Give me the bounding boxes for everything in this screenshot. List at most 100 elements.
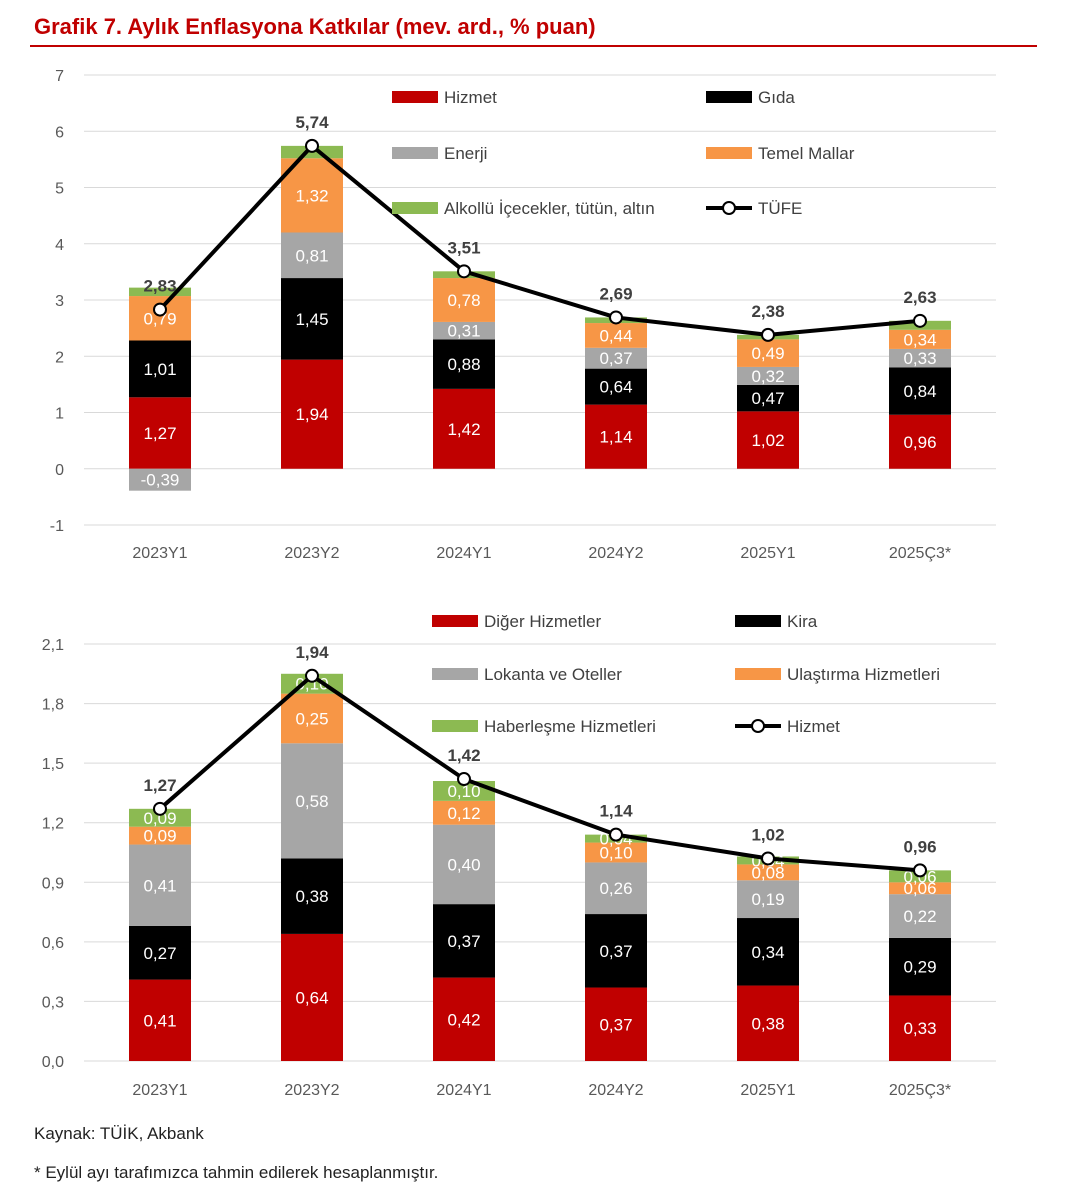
data-label: 1,27	[143, 424, 176, 443]
total-point	[153, 801, 167, 816]
data-label: 1,14	[599, 428, 632, 447]
bar-segment	[889, 348, 951, 368]
bar-segment	[433, 824, 495, 905]
data-label: 0,25	[295, 709, 328, 728]
bar-segment	[737, 864, 799, 881]
bar-segment	[737, 411, 799, 469]
bar-segment	[889, 329, 951, 349]
data-label: 1,45	[295, 310, 328, 329]
total-label: 1,27	[143, 776, 176, 795]
total-label: 1,02	[751, 825, 784, 844]
x-tick-label: 2024Y1	[436, 545, 491, 562]
total-point	[457, 264, 471, 279]
y-tick-label: 0	[55, 462, 64, 479]
total-label: 0,96	[903, 837, 936, 856]
x-tick-label: 2024Y2	[588, 1082, 643, 1099]
bar-segment	[737, 880, 799, 919]
legend-marker	[722, 201, 736, 215]
y-tick-label: 3	[55, 293, 64, 310]
data-label: 0,79	[143, 309, 176, 328]
total-label: 3,51	[447, 238, 480, 257]
bar-segment	[585, 368, 647, 405]
data-label: 0,58	[295, 792, 328, 811]
data-label: 0,06	[903, 879, 936, 898]
legend-label: Alkollü İçecekler, tütün, altın	[444, 199, 655, 218]
x-tick-label: 2023Y1	[132, 545, 187, 562]
bar-segment	[585, 914, 647, 988]
x-tick-label: 2025Ç3*	[889, 545, 951, 562]
bar-segment	[889, 414, 951, 469]
data-label: 0,88	[447, 355, 480, 374]
total-point	[913, 863, 927, 878]
x-tick-label: 2023Y1	[132, 1082, 187, 1099]
y-tick-label: 7	[55, 68, 64, 85]
data-label: 0,64	[599, 378, 632, 397]
bar-segment	[281, 232, 343, 279]
bar-segment	[585, 842, 647, 863]
y-tick-label: 0,6	[42, 935, 64, 952]
data-label: 0,64	[295, 988, 328, 1007]
total-label: 2,38	[751, 302, 784, 321]
total-label: 1,94	[295, 643, 329, 662]
y-tick-label: 1,5	[42, 756, 64, 773]
total-label: 1,14	[599, 802, 633, 821]
data-label: 0,44	[599, 326, 632, 345]
total-point	[305, 668, 319, 683]
x-tick-label: 2024Y2	[588, 545, 643, 562]
legend-label: Lokanta ve Oteller	[484, 665, 622, 684]
bar-segment	[433, 278, 495, 322]
legend-swatch	[706, 147, 752, 159]
y-tick-label: 6	[55, 124, 64, 141]
bar-segment	[585, 347, 647, 369]
data-label: 0,34	[751, 943, 784, 962]
y-tick-label: 0,3	[42, 994, 64, 1011]
x-tick-label: 2023Y2	[284, 1082, 339, 1099]
data-label: 0,40	[447, 855, 480, 874]
total-label: 2,63	[903, 288, 936, 307]
data-label: 0,38	[751, 1014, 784, 1033]
total-point	[609, 827, 623, 842]
y-tick-label: 2	[55, 349, 64, 366]
data-label: 0,26	[599, 879, 632, 898]
data-label: 0,37	[447, 932, 480, 951]
y-tick-label: 1	[55, 406, 64, 423]
legend-label: Ulaştırma Hizmetleri	[787, 665, 940, 684]
y-tick-label: 0,0	[42, 1054, 64, 1071]
bar-segment	[737, 384, 799, 412]
y-tick-label: -1	[50, 518, 64, 535]
bar-segment	[281, 743, 343, 859]
bar-segment	[433, 977, 495, 1061]
bar-segment	[281, 359, 343, 469]
bar-segment	[281, 693, 343, 744]
legend-swatch	[432, 720, 478, 732]
legend-swatch	[432, 668, 478, 680]
bar-segment	[889, 894, 951, 938]
bar-segment	[129, 397, 191, 469]
legend-label: Hizmet	[787, 717, 840, 736]
legend-marker	[751, 719, 765, 733]
data-label: 0,41	[143, 1011, 176, 1030]
data-label: 0,33	[903, 349, 936, 368]
data-label: 0,29	[903, 958, 936, 977]
total-point	[305, 138, 319, 153]
legend-label: Temel Mallar	[758, 144, 855, 163]
data-label: 0,10	[599, 844, 632, 863]
bar-segment	[129, 925, 191, 980]
bar-segment	[129, 844, 191, 926]
data-label: 0,19	[751, 890, 784, 909]
data-label: 1,02	[751, 431, 784, 450]
data-label: 0,49	[751, 344, 784, 363]
bar-segment	[585, 323, 647, 348]
x-tick-label: 2023Y2	[284, 545, 339, 562]
data-label: 0,47	[751, 389, 784, 408]
bar-segment	[737, 366, 799, 385]
data-label: 0,27	[143, 944, 176, 963]
total-point	[153, 302, 167, 317]
bar-segment	[889, 995, 951, 1061]
data-label: -0,39	[141, 471, 180, 490]
legend-label: TÜFE	[758, 199, 802, 218]
chart-headline-contributions: -1 0 1 2 3 4 5 6 7 2023Y1 2023Y2 2024Y1 2024Y2 2025Y1…	[50, 68, 996, 562]
total-label: 2,69	[599, 284, 632, 303]
data-label: 0,42	[447, 1010, 480, 1029]
data-label: 1,01	[143, 360, 176, 379]
